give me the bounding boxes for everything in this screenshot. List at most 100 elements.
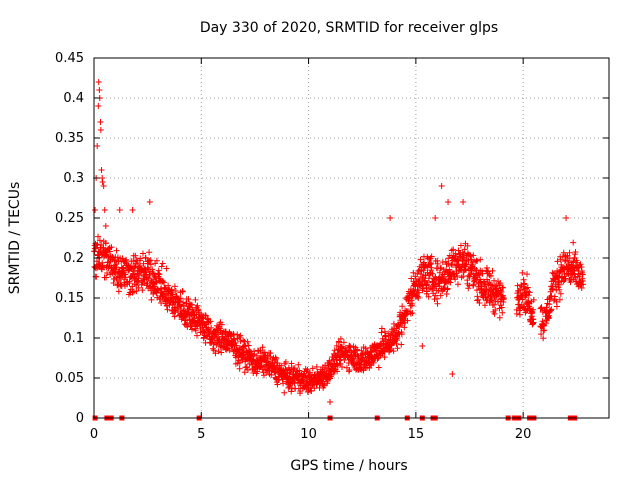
data-point bbox=[550, 297, 557, 304]
data-point bbox=[523, 271, 530, 278]
data-point bbox=[297, 388, 304, 395]
data-point bbox=[253, 352, 260, 359]
x-tick-label: 0 bbox=[90, 427, 98, 442]
data-point bbox=[437, 292, 444, 299]
data-point bbox=[96, 237, 103, 244]
data-point bbox=[207, 318, 214, 325]
data-point bbox=[578, 284, 585, 291]
y-tick-label: 0.45 bbox=[55, 51, 84, 66]
data-point bbox=[483, 264, 490, 271]
y-tick-label: 0.15 bbox=[55, 291, 84, 306]
data-point bbox=[329, 354, 336, 361]
y-axis-label: SRMTID / TECUs bbox=[7, 182, 23, 295]
data-point bbox=[449, 371, 456, 377]
data-point bbox=[560, 249, 567, 256]
data-point bbox=[489, 267, 496, 274]
data-point bbox=[116, 207, 123, 213]
data-point bbox=[478, 282, 485, 289]
data-point bbox=[129, 207, 136, 213]
data-point bbox=[158, 263, 165, 270]
data-point bbox=[530, 296, 537, 303]
data-point bbox=[554, 258, 561, 265]
data-point bbox=[180, 299, 187, 306]
data-point bbox=[548, 306, 555, 313]
data-point bbox=[432, 215, 439, 221]
data-point bbox=[95, 103, 102, 109]
data-point bbox=[106, 248, 113, 255]
data-point bbox=[537, 305, 544, 312]
data-point bbox=[130, 258, 137, 265]
data-point bbox=[467, 251, 474, 258]
data-point bbox=[237, 332, 244, 339]
data-point bbox=[572, 249, 579, 256]
x-tick-labels: 0 5 10 15 20 bbox=[90, 427, 532, 442]
data-point bbox=[484, 276, 491, 283]
data-point bbox=[100, 183, 107, 189]
data-point bbox=[137, 255, 144, 262]
data-point bbox=[491, 301, 498, 308]
data-point bbox=[445, 199, 452, 205]
data-point bbox=[92, 207, 99, 213]
data-point bbox=[557, 290, 564, 297]
data-point bbox=[465, 285, 472, 292]
data-point bbox=[139, 250, 146, 257]
data-point bbox=[460, 199, 467, 205]
data-points bbox=[91, 79, 587, 421]
data-point bbox=[428, 264, 435, 271]
y-tick-label: 0.2 bbox=[63, 251, 84, 266]
data-point bbox=[261, 349, 268, 356]
data-point bbox=[274, 381, 281, 388]
data-point bbox=[579, 271, 586, 278]
data-point bbox=[328, 372, 335, 379]
data-point bbox=[95, 79, 102, 85]
data-point bbox=[288, 388, 295, 395]
data-point bbox=[412, 283, 419, 290]
data-point bbox=[103, 274, 110, 281]
data-point bbox=[187, 302, 194, 309]
data-point bbox=[390, 348, 397, 355]
data-point bbox=[244, 338, 251, 345]
data-point bbox=[102, 223, 109, 229]
data-point bbox=[574, 259, 581, 266]
data-point bbox=[215, 331, 222, 338]
y-tick-label: 0.35 bbox=[55, 131, 84, 146]
data-point bbox=[188, 326, 195, 333]
data-point bbox=[498, 288, 505, 295]
y-tick-label: 0 bbox=[76, 411, 84, 426]
grid-lines bbox=[94, 58, 609, 418]
data-point bbox=[448, 247, 455, 254]
data-point bbox=[538, 331, 545, 338]
plot-frame bbox=[93, 57, 610, 419]
data-point bbox=[477, 256, 484, 263]
data-point bbox=[236, 334, 243, 341]
data-point bbox=[155, 287, 162, 294]
data-point bbox=[491, 277, 498, 284]
data-point bbox=[210, 347, 217, 354]
data-point bbox=[452, 276, 459, 283]
data-point bbox=[476, 272, 483, 279]
data-point bbox=[481, 302, 488, 309]
data-point bbox=[148, 296, 155, 303]
data-point bbox=[178, 310, 185, 317]
data-point bbox=[444, 285, 451, 292]
data-point bbox=[192, 327, 199, 334]
data-point bbox=[467, 271, 474, 278]
data-point bbox=[421, 259, 428, 266]
data-point bbox=[160, 279, 167, 286]
data-point bbox=[473, 287, 480, 294]
data-point bbox=[487, 272, 494, 279]
data-point bbox=[99, 179, 106, 185]
data-point bbox=[113, 247, 120, 254]
data-point bbox=[441, 271, 448, 278]
data-point bbox=[146, 249, 153, 256]
data-point bbox=[251, 351, 258, 358]
data-point bbox=[192, 296, 199, 303]
data-point bbox=[133, 288, 140, 295]
data-point bbox=[165, 282, 172, 289]
data-point bbox=[474, 293, 481, 300]
data-point bbox=[475, 296, 482, 303]
data-point bbox=[555, 284, 562, 291]
data-point bbox=[291, 380, 298, 387]
data-point bbox=[409, 300, 416, 307]
data-point bbox=[394, 335, 401, 342]
